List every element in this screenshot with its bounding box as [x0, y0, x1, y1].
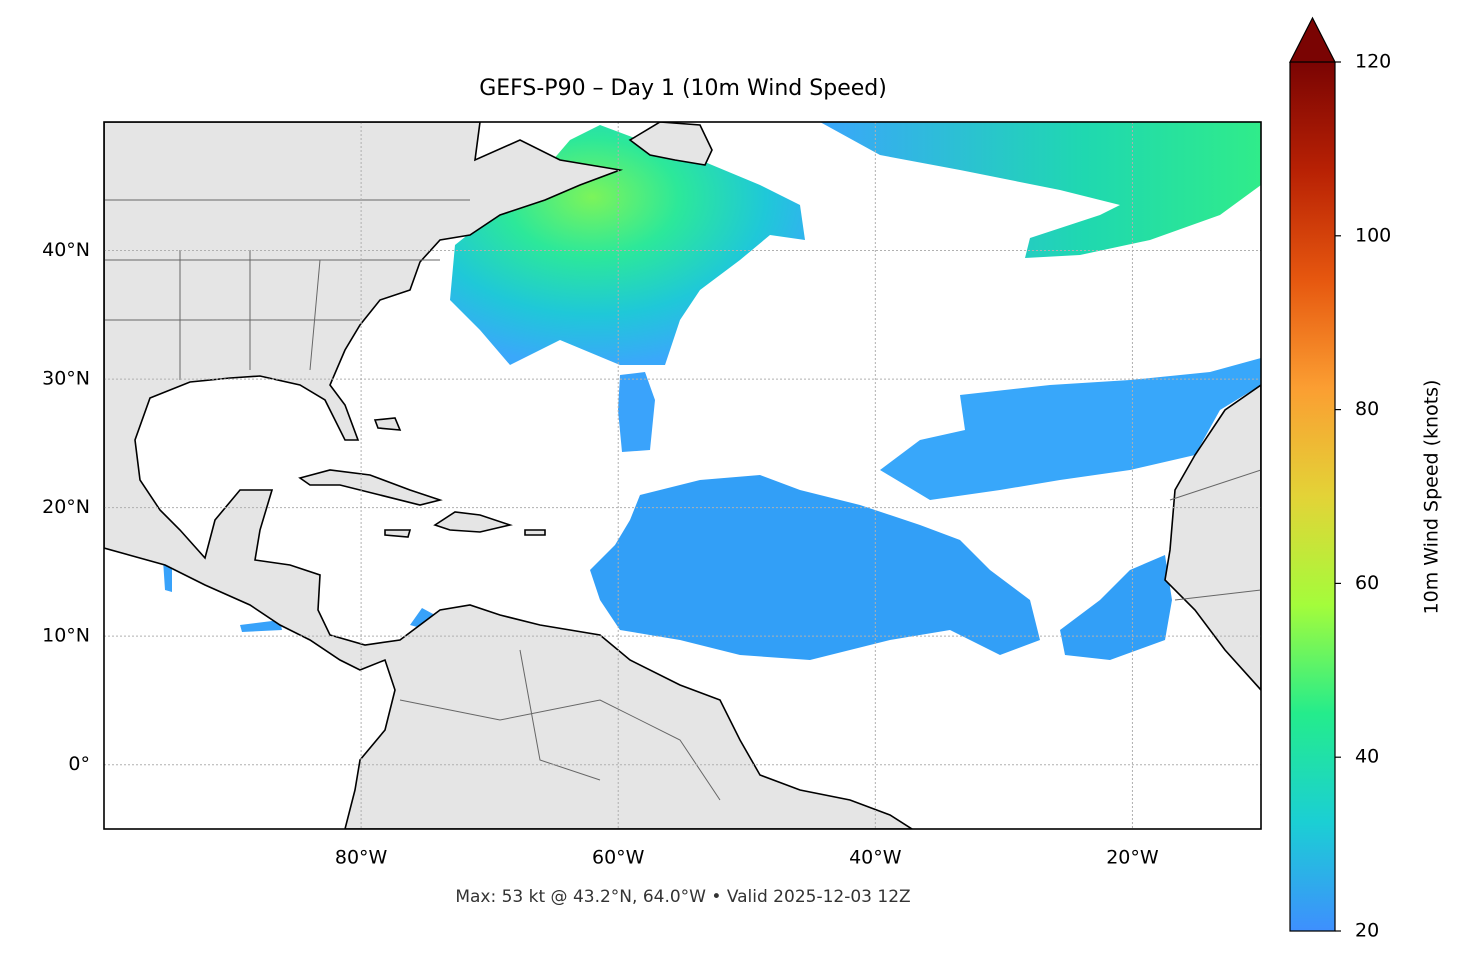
- map-area: [104, 122, 1261, 829]
- colorbar-tick-label: 20: [1355, 920, 1379, 942]
- x-tick-label: 80°W: [335, 847, 388, 869]
- map-title: GEFS-P90 – Day 1 (10m Wind Speed): [479, 76, 887, 101]
- y-tick-label: 0°: [68, 753, 90, 775]
- y-tick-label: 40°N: [42, 239, 90, 261]
- colorbar-tick-label: 100: [1355, 224, 1391, 246]
- wind-field: [820, 122, 1261, 258]
- land: [298, 417, 546, 538]
- wind-field: [880, 358, 1261, 500]
- wind-field: [618, 372, 655, 452]
- colorbar-tick-label: 80: [1355, 398, 1379, 420]
- colorbar-extend: [1289, 16, 1336, 63]
- wind-field: [590, 475, 1040, 660]
- colorbar-label: 10m Wind Speed (knots): [1421, 380, 1443, 615]
- colorbar-tick-label: 40: [1355, 746, 1379, 768]
- colorbar-tick-label: 60: [1355, 572, 1379, 594]
- land: [104, 122, 914, 829]
- annotation: Max: 53 kt @ 43.2°N, 64.0°W • Valid 2025…: [455, 887, 910, 907]
- y-tick-label: 20°N: [42, 496, 90, 518]
- wind-field: [1060, 555, 1172, 660]
- borders: [104, 199, 1261, 801]
- x-tick-label: 20°W: [1106, 847, 1159, 869]
- map-frame: [103, 121, 1262, 830]
- colorbar: [1290, 62, 1335, 931]
- x-tick-label: 60°W: [592, 847, 645, 869]
- land: [1164, 384, 1261, 692]
- colorbar-frame: [1289, 62, 1336, 932]
- x-tick-label: 40°W: [849, 847, 902, 869]
- y-tick-label: 10°N: [42, 625, 90, 647]
- y-tick-label: 30°N: [42, 368, 90, 390]
- colorbar-tick-label: 120: [1355, 51, 1391, 73]
